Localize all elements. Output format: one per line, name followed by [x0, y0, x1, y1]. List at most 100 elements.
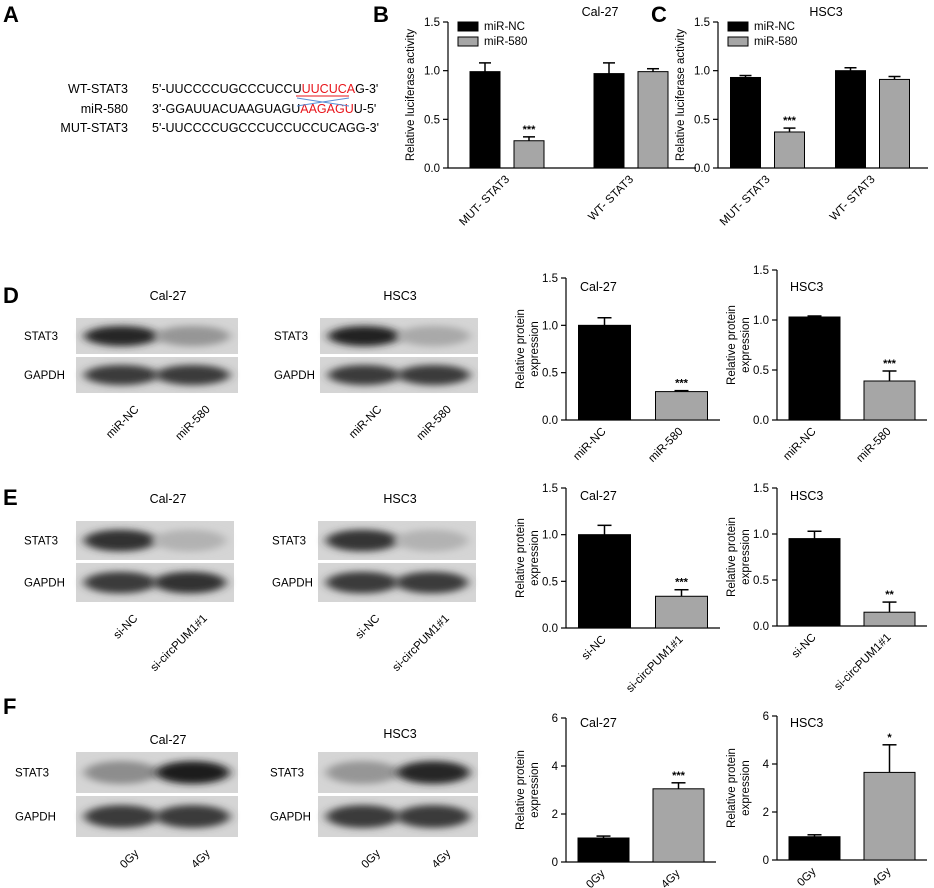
- chart-e-hsc3-protein: 0.0 0.5 1.0 1.5 Relative protein expression HS…: [726, 483, 927, 693]
- blot-band: [325, 529, 399, 552]
- blot-title: Cal-27: [150, 733, 187, 747]
- blot-title: HSC3: [383, 727, 416, 741]
- blot-band: [83, 571, 157, 594]
- blot-lane-label: miR-NC: [104, 404, 141, 441]
- x-tick-label: MUT- STAT3: [457, 174, 512, 229]
- bar: [788, 538, 841, 627]
- x-tick-label: si-circPUM1#1: [832, 632, 893, 693]
- blot-lane-label: si-circPUM1#1: [149, 613, 210, 674]
- x-tick-label: 4Gy: [659, 867, 683, 888]
- bar: [655, 391, 708, 421]
- blot-lane-label: si-circPUM1#1: [391, 613, 452, 674]
- legend-label: miR-NC: [484, 21, 525, 33]
- panel-letter-b: B: [373, 2, 389, 27]
- blot-e-hsc3: HSC3 STAT3 GAPDH si-NC si-circPUM1#1: [272, 492, 476, 674]
- blot-band: [155, 761, 230, 784]
- bar: [774, 131, 805, 169]
- blot-band: [395, 529, 469, 552]
- bar: [578, 534, 631, 629]
- blot-band-label: GAPDH: [270, 812, 311, 824]
- blot-band: [84, 325, 159, 347]
- bar: [652, 788, 705, 863]
- blot-band: [84, 364, 159, 386]
- chart-title: Cal-27: [580, 489, 617, 503]
- y-tick-label: 4: [552, 761, 559, 773]
- blot-band: [396, 761, 471, 784]
- significance-label: ***: [675, 577, 689, 589]
- seq-wt-suffix: G-3': [355, 82, 378, 96]
- seq-mir: 3'-GGAUUACUAAGUAGUAAGAGUU-5': [152, 102, 376, 116]
- significance-label: ***: [783, 115, 797, 127]
- significance-label: ***: [672, 770, 686, 782]
- y-axis-label: Relative luciferase activity: [675, 29, 687, 162]
- chart-e-cal27-protein: 0.0 0.5 1.0 1.5 Relative protein expression Ca…: [515, 483, 720, 695]
- y-tick-label: 1.0: [424, 66, 440, 78]
- blot-band: [84, 805, 159, 828]
- bar: [835, 70, 866, 169]
- blot-e-cal27: Cal-27 STAT3 GAPDH si-NC si-circPUM1#1: [24, 492, 234, 674]
- blot-lane-label: miR-NC: [347, 404, 384, 441]
- blot-title: HSC3: [383, 492, 416, 506]
- panel-letter-c: C: [651, 2, 667, 27]
- seq-mut: 5'-UUCCCCUGCCCUCCUCCUCAGG-3': [152, 121, 379, 135]
- seq-mir-suffix: U-5': [354, 102, 377, 116]
- y-tick-label: 0.5: [694, 114, 710, 126]
- bar: [863, 380, 916, 421]
- bar: [730, 76, 761, 169]
- y-tick-label: 1.5: [753, 265, 769, 277]
- x-tick-label: 0Gy: [584, 867, 608, 888]
- y-tick-label: 1.5: [542, 483, 558, 495]
- blot-title: Cal-27: [150, 289, 187, 303]
- bar: [863, 611, 916, 627]
- legend-swatch: [727, 21, 749, 32]
- seq-wt-highlight: UUCUCA: [302, 82, 356, 96]
- x-tick-label: si-circPUM1#1: [624, 634, 685, 695]
- y-axis-label: Relative protein expression: [726, 517, 752, 597]
- y-tick-label: 1.5: [753, 483, 769, 495]
- y-axis-label: Relative protein expression: [515, 309, 541, 389]
- blot-lane-label: 4Gy: [189, 847, 213, 871]
- panel-letter-a: A: [3, 2, 19, 27]
- pairing-line-2: [296, 97, 350, 107]
- significance-label: *: [887, 732, 892, 744]
- blot-lane-label: miR-580: [415, 404, 454, 443]
- legend-swatch: [457, 36, 479, 47]
- x-tick-label: miR-580: [854, 426, 893, 465]
- y-tick-label: 1.5: [542, 273, 558, 285]
- y-tick-label: 0.0: [542, 415, 558, 427]
- x-tick-label: si-NC: [580, 634, 609, 663]
- blot-band-label: GAPDH: [15, 812, 56, 824]
- blot-band: [396, 805, 471, 828]
- blot-band: [327, 364, 401, 386]
- significance-label: ***: [523, 124, 537, 136]
- bar: [788, 316, 841, 421]
- blot-band-label: STAT3: [270, 768, 304, 780]
- chart-c-hsc3-luciferase: 0.0 0.5 1.0 1.5 Relative luciferase activity…: [675, 5, 928, 228]
- x-tick-label: WT- STAT3: [828, 174, 878, 224]
- bar: [637, 71, 669, 169]
- y-tick-label: 6: [552, 713, 558, 725]
- blot-band: [155, 364, 230, 386]
- y-tick-label: 0: [552, 857, 558, 869]
- significance-label: **: [885, 589, 894, 601]
- legend-label: miR-580: [484, 36, 527, 48]
- legend-swatch: [727, 36, 749, 47]
- chart-title: HSC3: [790, 280, 823, 294]
- x-tick-label: 4Gy: [870, 865, 894, 888]
- y-tick-label: 1.5: [424, 17, 440, 29]
- blot-lane-label: si-NC: [112, 613, 141, 642]
- bar: [863, 771, 916, 861]
- blot-d-cal27: Cal-27 STAT3 GAPDH miR-NC miR-580: [24, 289, 238, 443]
- blot-lane-label: miR-580: [174, 404, 213, 443]
- seq-label-mir: miR-580: [81, 102, 128, 116]
- blot-band-label: STAT3: [15, 768, 49, 780]
- blot-band: [397, 325, 471, 347]
- chart-title: Cal-27: [582, 5, 619, 19]
- y-tick-label: 1.0: [542, 320, 558, 332]
- sequence-alignment: WT-STAT3 miR-580 MUT-STAT3 5'-UUCCCCUGCC…: [60, 82, 379, 135]
- blot-band: [397, 364, 471, 386]
- x-tick-label: si-NC: [790, 632, 819, 661]
- y-tick-label: 1.0: [753, 315, 769, 327]
- legend-swatch: [457, 21, 479, 32]
- x-tick-label: MUT- STAT3: [718, 174, 773, 229]
